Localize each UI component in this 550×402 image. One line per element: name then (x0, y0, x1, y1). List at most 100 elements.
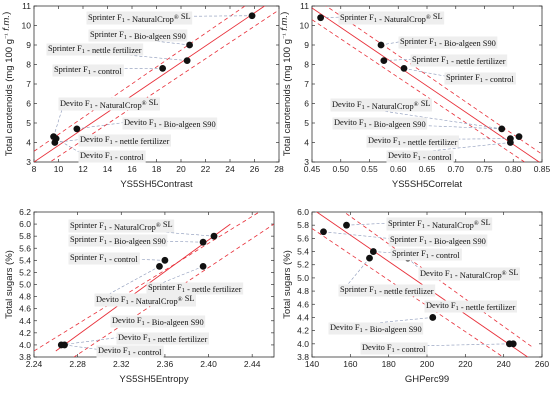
regression-group (34, 212, 274, 357)
y-tick-label: 6.0 (19, 219, 31, 229)
point-annotation: Sprinter F1 - Bio-algeen S90 (390, 235, 486, 246)
point-annotation: Devito F1 - control (80, 151, 144, 162)
annotation-background (52, 64, 124, 77)
y-tick-label: 10 (22, 21, 32, 31)
annotation-background (338, 284, 436, 297)
x-tick-label: 0.60 (390, 164, 407, 174)
y-tick-label: 4.6 (19, 304, 31, 314)
x-tick-label: 12 (78, 164, 88, 174)
annotation-background (86, 11, 193, 25)
annotation-background (110, 315, 206, 328)
y-tick-label: 4.2 (297, 326, 309, 336)
y-tick-label: 5.4 (297, 247, 309, 257)
annotation-background (424, 300, 518, 313)
data-point-1 (210, 232, 218, 240)
point-annotation: Devito F1 - NaturalCrop® SL (332, 99, 430, 111)
data-point-3 (161, 256, 169, 264)
annotation-background (332, 117, 428, 130)
annotation-leader (380, 40, 405, 46)
point-annotation: Devito F1 - Bio-algeen S90 (112, 316, 204, 327)
data-point-8 (509, 340, 517, 348)
y-axis-label: Total sugars (%) (282, 250, 293, 319)
annotation-background (444, 72, 516, 85)
x-axis-label: YS5SH5Contrast (120, 179, 193, 190)
annotation-background (68, 252, 140, 265)
annotation-leader (64, 344, 103, 351)
annotation-background (330, 98, 432, 112)
x-tick-label: 140 (305, 359, 319, 369)
x-axis-label: YS5SH5Entropy (119, 374, 188, 385)
y-tick-label: 4.4 (297, 312, 309, 322)
y-tick-label: 7 (304, 79, 309, 89)
annotation-background (386, 150, 454, 163)
y-tick-label: 8 (26, 60, 31, 70)
point-annotation: Sprinter F1 - control (446, 73, 514, 84)
x-tick-label: 22 (201, 164, 211, 174)
data-point-1 (343, 221, 350, 229)
point-annotation: Sprinter F1 - NaturalCrop® SL (88, 12, 191, 24)
annotation-background (360, 342, 428, 355)
regression-line (312, 7, 540, 162)
annotation-background (94, 293, 196, 307)
x-tick-label: 2.28 (69, 359, 86, 369)
x-tick-label: 2.32 (113, 359, 130, 369)
point-annotation: Sprinter F1 - nettle fertilizer (48, 44, 142, 55)
annotation-leader (53, 102, 65, 137)
x-tick-label: 2.40 (200, 359, 217, 369)
annotation-leader (373, 251, 397, 254)
confidence-band-lower (49, 9, 279, 162)
x-tick-label: 240 (497, 359, 511, 369)
y-tick-label: 6.2 (19, 207, 31, 217)
y-tick-label: 7 (26, 79, 31, 89)
y-tick-label: 8 (304, 60, 309, 70)
annotation-background (366, 135, 460, 148)
annotation-background (68, 219, 175, 233)
y-tick-label: 5.0 (297, 273, 309, 283)
point-annotation: Sprinter F1 - nettle fertilizer (412, 55, 506, 66)
x-tick-label: 0.80 (505, 164, 522, 174)
annotation-leader (320, 16, 345, 18)
point-annotation: Sprinter F1 - control (392, 249, 460, 260)
x-tick-label: 24 (225, 164, 235, 174)
x-tick-label: 0.50 (332, 164, 349, 174)
y-tick-label: 5 (26, 118, 31, 128)
y-tick-label: 11 (300, 1, 309, 11)
annotation-background (116, 332, 210, 345)
x-tick-label: 180 (382, 359, 396, 369)
x-tick-label: 18 (152, 164, 162, 174)
scatter-panel-4: 140 160 180 200 220 240 260 3.8 4.0 4.2 4.4 4.6 4.8 5… (282, 207, 549, 385)
point-annotation: Sprinter F1 - NaturalCrop® SL (340, 12, 443, 24)
x-tick-label: 26 (250, 164, 260, 174)
y-tick-label: 4 (26, 138, 31, 148)
annotation-leader (403, 68, 451, 78)
annotation-background (68, 234, 168, 247)
annotation-background (58, 97, 160, 111)
y-tick-label: 5.6 (297, 233, 309, 243)
confidence-band-lower (312, 228, 504, 357)
data-point-8 (506, 139, 514, 146)
y-tick-label: 4.0 (19, 340, 31, 350)
x-tick-label: 2.24 (26, 359, 43, 369)
y-tick-label: 9 (304, 40, 309, 50)
y-tick-label: 5 (304, 118, 309, 128)
data-point-5 (156, 262, 163, 270)
point-annotation: Sprinter F1 - Bio-algeen S90 (90, 30, 186, 41)
data-point-3 (183, 57, 191, 64)
x-tick-label: 0.55 (361, 164, 378, 174)
y-tick-label: 4.6 (297, 299, 309, 309)
y-tick-label: 6 (304, 99, 309, 109)
y-tick-label: 6 (26, 99, 31, 109)
data-point-3 (380, 57, 388, 64)
point-annotation: Devito F1 - nettle fertilizer (118, 333, 208, 344)
annotation-background (328, 322, 424, 335)
regression-line (34, 6, 266, 162)
x-tick-label: 0.85 (534, 164, 550, 174)
annotation-background (390, 248, 462, 261)
annotation-background (418, 267, 520, 281)
data-point-2 (186, 41, 193, 49)
annotation-background (410, 54, 508, 67)
point-annotation: Sprinter F1 - control (54, 65, 122, 76)
confidence-band-lower (73, 223, 274, 357)
data-point-6 (515, 133, 523, 141)
regression-line (55, 223, 231, 352)
